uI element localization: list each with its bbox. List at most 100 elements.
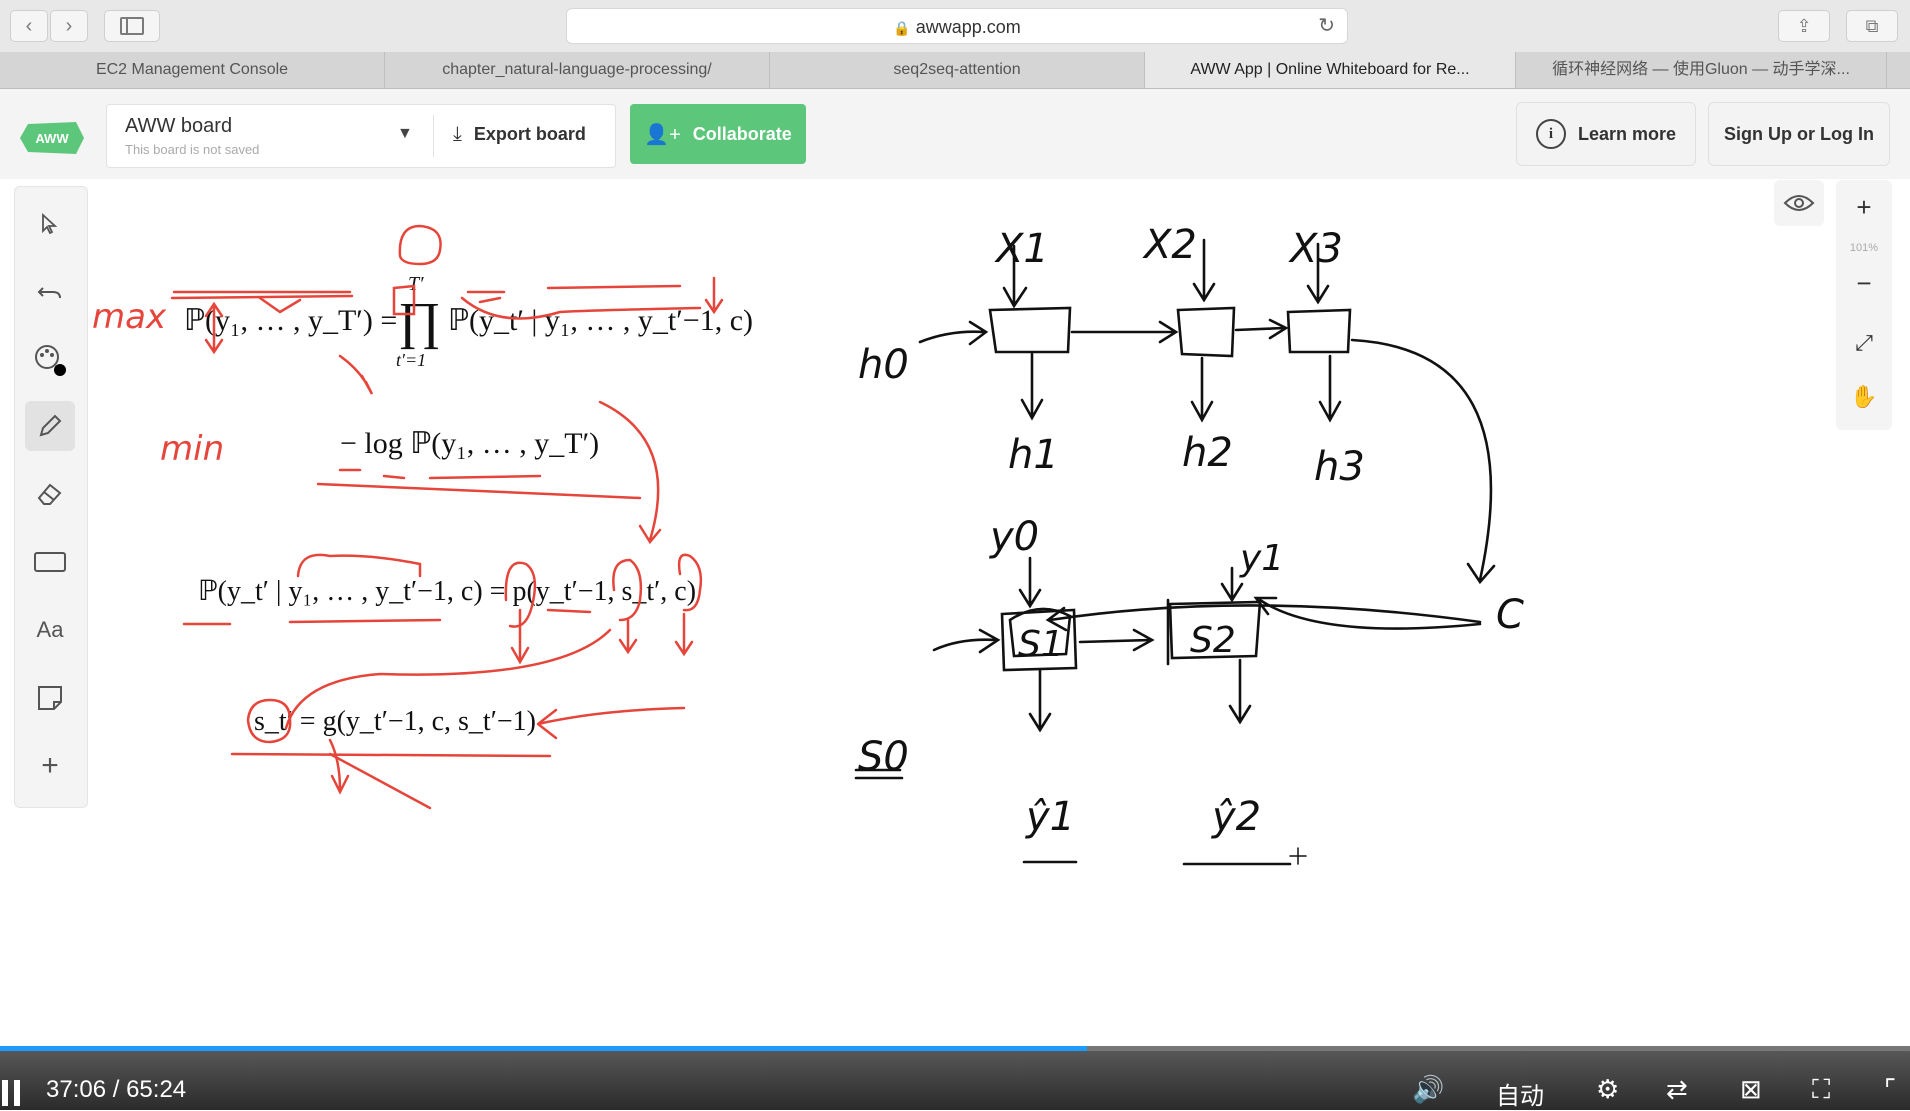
browser-toolbar: ‹ › 🔒 awwapp.com ↻ ⇪ ⧉ [0, 0, 1910, 53]
volume-icon[interactable]: 🔊 [1412, 1074, 1445, 1104]
equation-1-product: ∏ [398, 293, 441, 350]
pencil-tool[interactable] [25, 401, 75, 451]
zoom-out-button[interactable]: − [1836, 268, 1892, 299]
tab-chapter-nlp[interactable]: chapter_natural-language-processing/ [385, 52, 770, 88]
input-x1: X1 [994, 226, 1049, 272]
view-mode-button[interactable] [1774, 180, 1824, 226]
autoplay-off-icon[interactable]: ⇄ [1666, 1074, 1688, 1104]
plus-icon: + [41, 749, 59, 782]
chevron-down-icon[interactable]: ▼ [397, 125, 413, 142]
quality-selector[interactable]: 自动 [1496, 1083, 1544, 1110]
time-separator: / [112, 1076, 120, 1103]
eraser-icon [37, 483, 62, 505]
back-button[interactable]: ‹ [10, 10, 48, 42]
export-board-button[interactable]: ⤓ Export board [453, 123, 586, 146]
equation-1-right: ℙ(y_t′ | y₁, … , y_t′−1, c) [448, 304, 753, 337]
input-x2: X2 [1142, 222, 1197, 268]
share-button[interactable]: ⇪ [1778, 10, 1830, 42]
expand-icon: ⤢ [1855, 330, 1873, 355]
tab-seq2seq[interactable]: seq2seq-attention [770, 52, 1145, 88]
add-tool[interactable]: + [25, 741, 75, 791]
equation-4: s_t′ = g(y_t′−1, c, s_t′−1) [254, 706, 536, 737]
add-user-icon: 👤+ [644, 123, 681, 146]
sidebar-icon [120, 17, 144, 35]
whiteboard-canvas[interactable]: ℙ(y₁, … , y_T′) = ∏ T′ t′=1 ℙ(y_t′ | y₁,… [0, 180, 1910, 1050]
handwritten-max: max [92, 297, 167, 337]
label-context: C [1496, 592, 1524, 638]
collaborate-button[interactable]: 👤+ Collaborate [630, 104, 806, 164]
zoom-in-button[interactable]: + [1836, 192, 1892, 223]
theater-mode-icon[interactable]: ⊠ [1740, 1074, 1762, 1104]
rectangle-tool[interactable] [25, 537, 75, 587]
hand-icon: ✋ [1850, 384, 1878, 409]
tab-aww-app[interactable]: AWW App | Online Whiteboard for Re... [1145, 52, 1516, 88]
text-tool[interactable]: Aa [36, 617, 64, 642]
download-icon: ⤓ [453, 123, 462, 145]
current-time: 37:06 [46, 1076, 107, 1103]
tabs-overview-button[interactable]: ⧉ [1846, 10, 1898, 42]
label-s1: S1 [1018, 624, 1064, 665]
corner-icon[interactable]: ⌜ [1884, 1074, 1897, 1104]
learn-more-button[interactable]: i Learn more [1516, 102, 1696, 166]
settings-icon[interactable]: ⚙ [1596, 1074, 1620, 1104]
label-y1: y1 [1239, 538, 1284, 579]
equation-1-upper: T′ [408, 273, 424, 295]
zoom-level: 101% [1849, 242, 1879, 254]
tool-sidebar: Aa + [14, 186, 88, 808]
sticky-note-tool[interactable] [25, 673, 75, 723]
share-icon: ⇪ [1796, 15, 1812, 36]
aww-logo[interactable]: AWW [18, 118, 86, 158]
tab-bar: EC2 Management Console chapter_natural-l… [0, 52, 1910, 89]
label-s2: S2 [1190, 620, 1236, 661]
color-picker-tool[interactable] [25, 335, 75, 385]
pan-tool-button[interactable]: ✋ [1836, 384, 1892, 410]
eraser-tool[interactable] [25, 469, 75, 519]
rnn-labels: X1 X2 X3 h0 h1 h2 h3 C y0 y1 S0 S1 S2 ŷ1… [858, 222, 1524, 840]
address-bar[interactable]: 🔒 awwapp.com ↻ [566, 8, 1348, 44]
reload-icon[interactable]: ↻ [1318, 15, 1335, 37]
pause-icon[interactable] [2, 1080, 8, 1106]
label-y0: y0 [989, 514, 1039, 560]
equation-1-lower: t′=1 [396, 350, 426, 370]
board-title[interactable]: AWW board [125, 115, 233, 137]
undo-tool[interactable] [25, 267, 75, 317]
pencil-icon [39, 414, 62, 437]
tab-ec2[interactable]: EC2 Management Console [0, 52, 385, 88]
video-progress-bar[interactable] [0, 1046, 1910, 1051]
rnn-diagram [854, 238, 1496, 866]
handwritten-min: min [160, 429, 224, 469]
select-tool[interactable] [25, 199, 75, 249]
plus-icon: + [1856, 192, 1872, 222]
pause-icon-bar [14, 1080, 20, 1106]
label-y1-hat: ŷ1 [1025, 794, 1075, 840]
forward-button[interactable]: › [50, 10, 88, 42]
lock-icon: 🔒 [893, 20, 911, 36]
sidebar-toggle-button[interactable] [104, 10, 160, 42]
label-h1: h1 [1008, 432, 1059, 478]
equation-2: − log ℙ(y₁, … , y_T′) [340, 427, 599, 460]
divider [433, 115, 434, 157]
fullscreen-icon[interactable]: ⛶ [1812, 1074, 1831, 1104]
label-y2-hat: ŷ2 [1211, 794, 1261, 840]
zoom-panel: + 101% − ⤢ ✋ [1836, 180, 1892, 430]
video-progress-fill [0, 1046, 1087, 1051]
label-s0: S0 [858, 734, 909, 780]
equation-3: ℙ(y_t′ | y₁, … , y_t′−1, c) = p(y_t′−1, … [198, 576, 696, 607]
rectangle-icon [34, 552, 66, 572]
learn-more-label: Learn more [1577, 123, 1677, 144]
video-time: 37:06 / 65:24 [46, 1076, 186, 1104]
label-h3: h3 [1314, 444, 1365, 490]
sign-up-button[interactable]: Sign Up or Log In [1708, 102, 1890, 166]
tabs-icon: ⧉ [1865, 15, 1879, 36]
equation-1-left: ℙ(y₁, … , y_T′) = [184, 304, 397, 337]
url-text: awwapp.com [915, 17, 1021, 37]
duration: 65:24 [126, 1076, 187, 1103]
board-menu[interactable]: AWW board This board is not saved ▼ ⤓ Ex… [106, 104, 616, 168]
tab-rnn-gluon[interactable]: 循环神经网络 — 使用Gluon — 动手学深... [1516, 52, 1887, 88]
video-control-bar [0, 1046, 1910, 1110]
minus-icon: − [1856, 268, 1872, 298]
cursor-icon [42, 212, 58, 235]
logo-text: AWW [35, 131, 69, 146]
export-board-label: Export board [473, 124, 586, 144]
fit-to-screen-button[interactable]: ⤢ [1836, 330, 1892, 356]
